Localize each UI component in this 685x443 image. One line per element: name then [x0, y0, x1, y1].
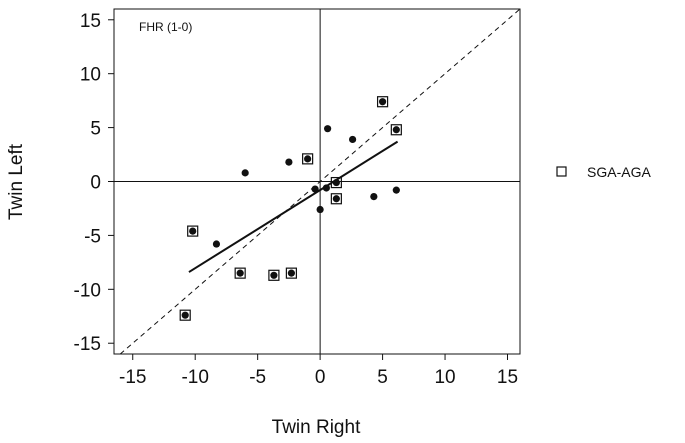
sga-aga-square-marker: [376, 96, 389, 108]
data-point: [311, 185, 319, 193]
x-tick-label: -15: [119, 367, 146, 388]
legend-square-icon: [556, 166, 567, 177]
y-tick-label: 5: [90, 119, 101, 140]
data-point: [378, 98, 387, 106]
y-tick-label: -10: [74, 280, 101, 301]
data-point: [285, 158, 293, 166]
x-tick-label: -5: [249, 367, 266, 388]
y-tick-label: 15: [80, 11, 101, 32]
data-point: [370, 192, 378, 201]
y-tick-label: -15: [74, 334, 101, 355]
sga-aga-square-marker: [302, 153, 314, 165]
data-point: [241, 169, 249, 177]
x-axis-title: Twin Right: [272, 417, 361, 438]
x-tick-label: 5: [377, 367, 388, 388]
sga-aga-square-marker: [234, 267, 246, 279]
data-point: [236, 269, 244, 277]
data-point: [322, 184, 330, 192]
x-tick-label: 15: [497, 367, 518, 388]
data-point: [392, 186, 400, 194]
data-point: [270, 271, 278, 279]
x-tick-label: 0: [315, 367, 326, 388]
data-point: [392, 126, 400, 134]
legend-label-sga-aga: SGA-AGA: [587, 164, 651, 180]
x-tick-label: 10: [434, 367, 455, 388]
data-point: [181, 311, 189, 319]
sga-aga-square-marker: [179, 309, 191, 321]
data-point: [349, 135, 357, 144]
data-point: [316, 205, 324, 214]
legend: SGA-AGA: [556, 164, 651, 180]
regression-line: [188, 140, 399, 273]
y-tick-label: 0: [90, 173, 101, 194]
sga-aga-square-marker: [330, 193, 342, 205]
data-point: [287, 269, 295, 277]
y-axis-title: Twin Left: [6, 143, 27, 220]
data-point: [212, 240, 221, 248]
chart-annotation: FHR (1-0): [139, 20, 192, 34]
sga-aga-square-marker: [268, 269, 280, 281]
sga-aga-square-marker: [187, 225, 199, 237]
data-point: [332, 195, 340, 203]
y-tick-label: -5: [84, 226, 101, 247]
data-point: [189, 227, 197, 235]
sga-aga-square-marker: [285, 267, 297, 279]
data-point: [332, 178, 340, 187]
sga-aga-square-marker: [330, 176, 342, 189]
data-point: [304, 155, 312, 163]
x-tick-label: -10: [181, 367, 208, 388]
data-point: [324, 125, 332, 133]
sga-aga-square-marker: [390, 124, 402, 136]
y-tick-label: 10: [80, 65, 101, 86]
identity-line: [119, 9, 520, 354]
